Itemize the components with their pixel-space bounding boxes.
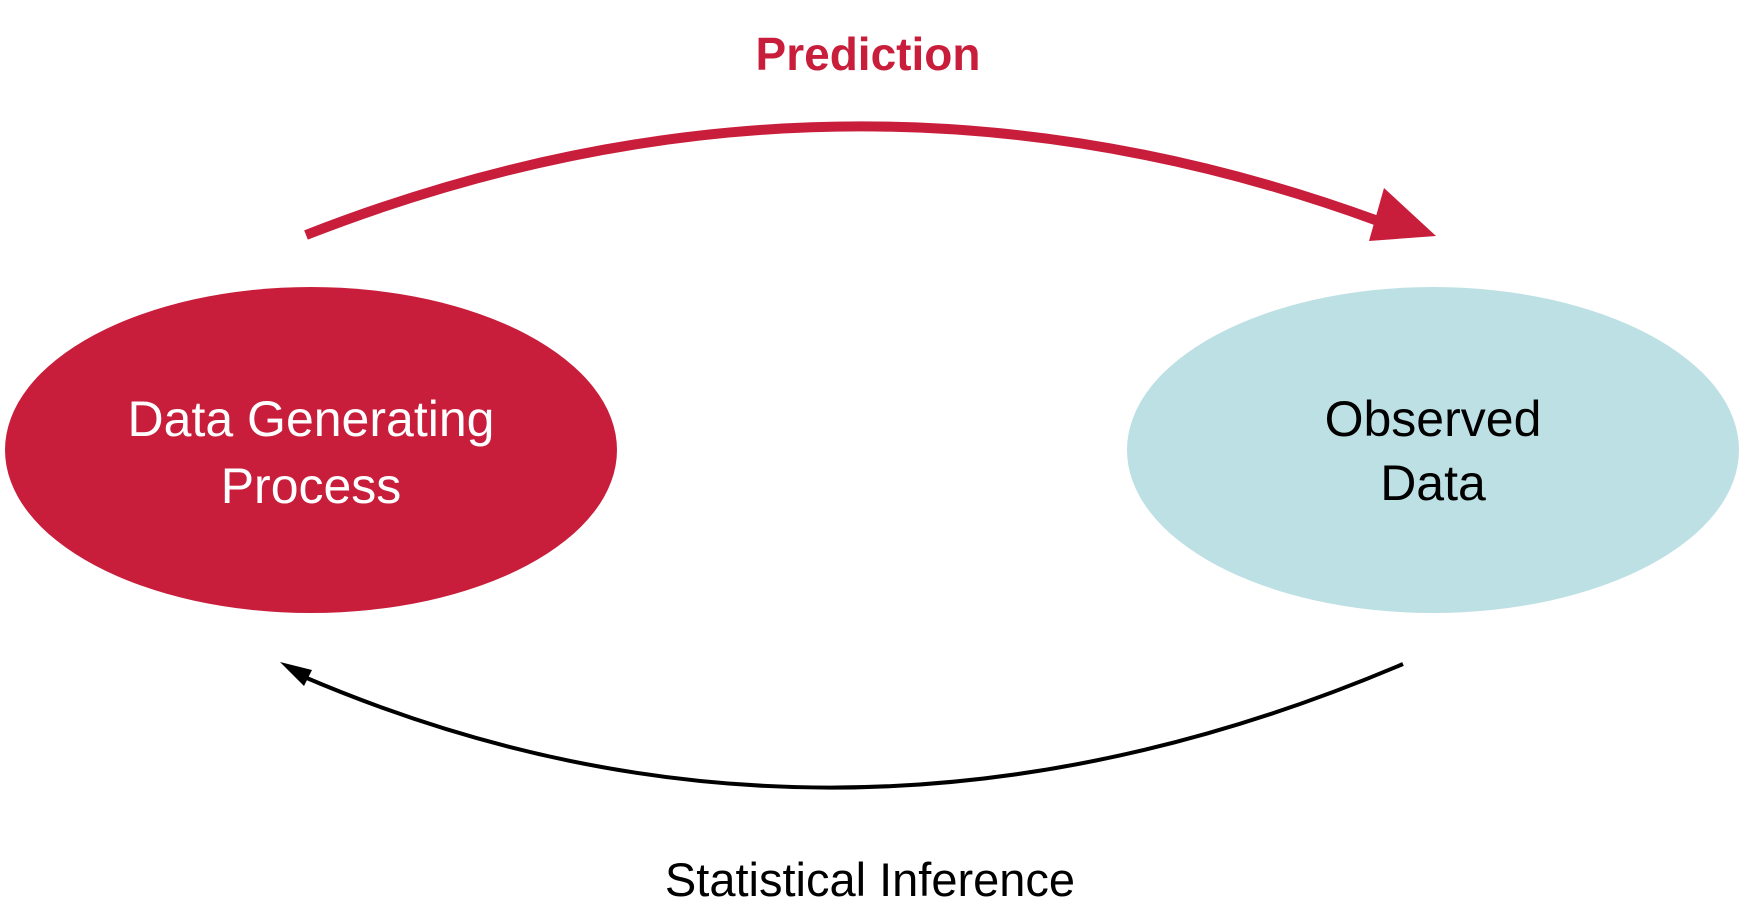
prediction-arrow: [304, 121, 1380, 240]
inference-arrowhead: [280, 662, 312, 686]
observed-data-label-line1: Observed: [1325, 391, 1542, 447]
observed-data-label-line2: Data: [1380, 455, 1486, 511]
prediction-arrowhead: [1369, 188, 1436, 241]
observed-data-node: [1127, 287, 1739, 613]
data-generating-process-label-line1: Data Generating: [128, 391, 495, 447]
prediction-label: Prediction: [756, 28, 981, 80]
inference-arrow: [301, 662, 1404, 790]
inference-label: Statistical Inference: [665, 853, 1075, 906]
data-generating-process-label-line2: Process: [221, 458, 402, 514]
data-generating-process-node: [5, 287, 617, 613]
